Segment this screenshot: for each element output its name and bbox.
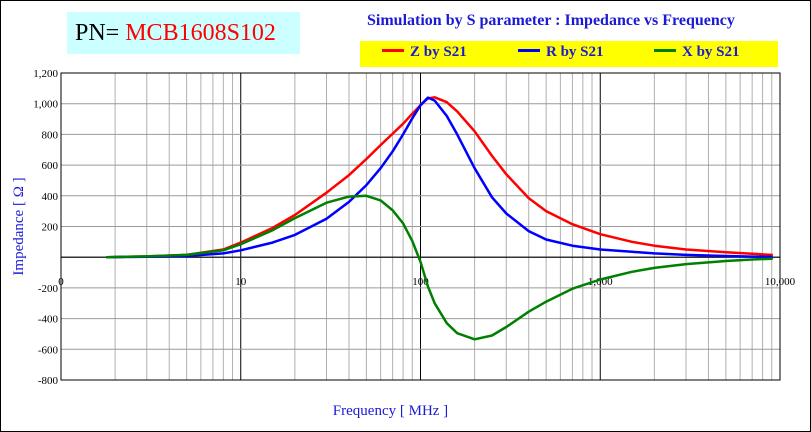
x-tick-label: 0 <box>58 276 64 288</box>
part-number-value: MCB1608S102 <box>125 20 276 46</box>
series-line-x <box>105 194 774 341</box>
legend-swatch-x <box>654 49 676 53</box>
y-axis-title: Impedance [ Ω ] <box>11 177 27 275</box>
legend-label-z: Z by S21 <box>410 44 467 60</box>
x-axis-title: Frequency [ MHz ] <box>333 403 448 419</box>
part-number-box: PN= MCB1608S102 <box>67 12 300 54</box>
series-line-z <box>105 96 774 259</box>
y-tick-label: 200 <box>42 222 59 234</box>
y-tick-label: 1,200 <box>33 68 58 80</box>
y-tick-label: 600 <box>42 160 59 172</box>
y-tick-label: 400 <box>42 191 59 203</box>
x-tick-label: 10 <box>235 276 247 288</box>
x-tick-label: 1,000 <box>588 276 613 288</box>
plot-border <box>60 72 781 381</box>
legend-swatch-r <box>518 49 540 53</box>
part-number-label: PN= MCB1608S102 <box>75 18 276 48</box>
legend-item-x: X by S21 <box>654 44 740 64</box>
y-tick-label: 800 <box>42 129 59 141</box>
legend-label-r: R by S21 <box>546 44 604 60</box>
x-tick-label: 10,000 <box>765 276 796 288</box>
y-tick-label: -400 <box>38 314 59 326</box>
y-tick-label: -200 <box>38 283 59 295</box>
series-line-r <box>105 96 774 259</box>
y-tick-label: -800 <box>38 375 59 387</box>
chart-legend: Z by S21 R by S21 X by S21 <box>360 41 778 67</box>
y-tick-label: -600 <box>38 344 59 356</box>
y-tick-label: 1,000 <box>33 99 58 111</box>
legend-item-z: Z by S21 <box>382 44 467 64</box>
part-number-prefix: PN= <box>75 20 120 46</box>
legend-label-x: X by S21 <box>682 44 740 60</box>
legend-item-r: R by S21 <box>518 44 604 64</box>
legend-swatch-z <box>382 49 404 53</box>
chart-title: Simulation by S parameter : Impedance vs… <box>367 12 735 29</box>
